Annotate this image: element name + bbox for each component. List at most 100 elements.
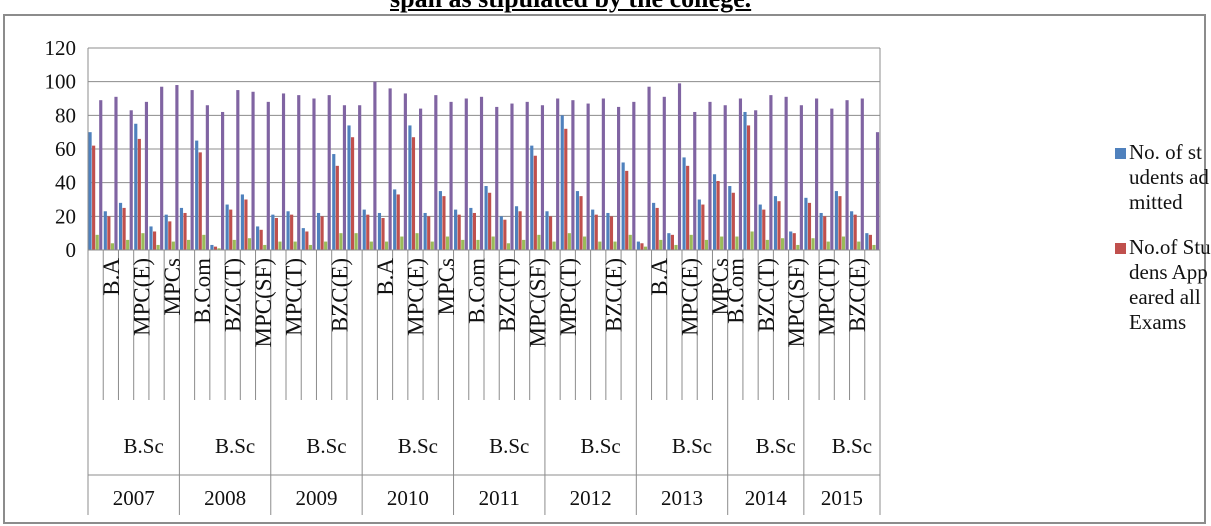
bar [358,105,362,250]
bar [175,85,179,251]
bar [350,137,355,250]
category-label: MPC(T) [282,258,307,336]
bar [689,234,693,250]
category-label: BZC(E) [327,258,352,332]
bar [442,196,446,250]
year-label: 2008 [204,486,246,510]
bar [510,103,514,250]
bar [491,236,495,250]
bar [278,241,282,250]
category-label: MPC(SF) [251,258,276,347]
category-label: MPC(E) [403,258,428,336]
bar [583,236,587,250]
bar [540,105,545,250]
category-label: BZC(E) [845,258,870,332]
bar [579,196,583,250]
category-label: MPC(E) [678,258,703,336]
legend: No. of students admitted No.of Studens A… [1115,140,1211,355]
bar [152,231,157,250]
bar [530,145,534,250]
year-label: 2012 [570,486,612,510]
bar [708,101,712,250]
bar [244,199,248,250]
bar [728,186,732,250]
group-label-bsc: B.Sc [306,434,346,458]
bar [823,216,827,250]
bar [613,241,617,250]
bar [251,91,255,251]
bar [807,202,812,250]
bar [652,202,656,250]
bar [525,101,529,250]
bar [773,196,778,250]
bar [198,152,202,250]
bar [434,95,438,250]
bar [716,180,720,250]
bar [400,236,404,250]
bar [92,145,96,250]
bar [221,111,225,250]
bar [621,162,625,250]
bar [586,103,590,250]
bar [430,241,434,250]
bar [506,243,511,250]
bar [129,110,133,251]
bar [411,137,416,250]
bar [419,108,423,250]
group-label-bsc: B.Sc [832,434,872,458]
bar [332,154,336,250]
category-label: MPC(E) [129,258,154,336]
category-label: B.Com [190,258,215,324]
bar [137,138,141,250]
bar [385,241,389,250]
bar [865,233,869,250]
bar [217,248,221,250]
bar [179,207,184,250]
legend-item-appeared: No.of Studens Appeared all Exams [1115,235,1211,335]
bar [168,221,172,250]
bar [141,233,145,250]
bar [857,241,861,250]
year-label: 2011 [479,486,520,510]
bar [606,212,610,250]
bar [449,101,453,250]
legend-swatch-blue [1115,148,1126,159]
bar [377,212,382,250]
y-tick-label: 80 [55,103,76,127]
bar [256,226,260,250]
bar [693,111,697,250]
bar [754,110,758,251]
bar [445,236,450,250]
bar [388,88,392,251]
category-label: BZC(T) [495,258,520,332]
y-tick-label: 40 [55,171,76,195]
bar [686,165,690,250]
bar [259,229,263,250]
bar [408,125,412,250]
bar [758,204,762,250]
bar [281,93,286,250]
bar [560,115,564,250]
bar [701,204,705,250]
category-label: B.A [99,258,124,296]
bar [640,243,644,250]
bar [522,239,526,250]
bar [342,105,347,250]
bar [784,96,788,250]
bar [210,244,214,250]
bar [571,100,575,250]
bar [518,211,522,250]
bar [841,236,846,250]
bar [320,216,324,250]
category-label: B.Com [723,258,748,324]
bar [290,214,294,250]
bar [667,233,671,250]
y-tick-label: 120 [45,36,77,60]
group-label-bsc: B.Sc [215,434,255,458]
bar [156,244,160,250]
bar [205,105,209,250]
category-label: MPC(SF) [784,258,809,347]
category-label: BZC(E) [601,258,626,332]
bar [830,108,834,250]
